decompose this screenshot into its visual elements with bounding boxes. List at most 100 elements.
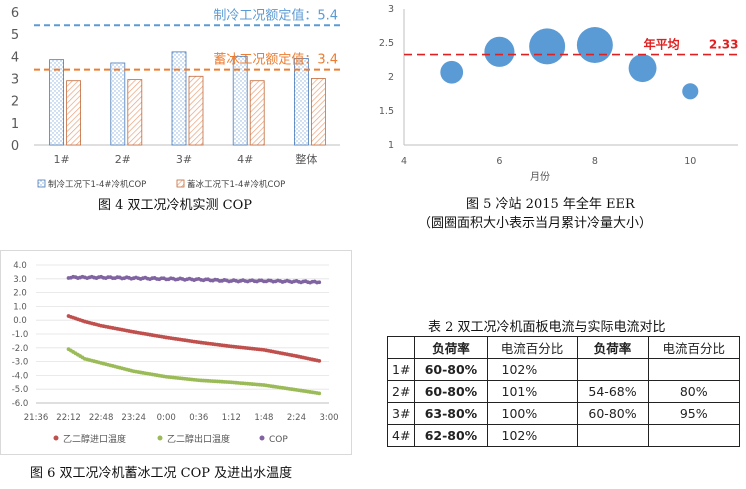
fig4-bar: [310, 78, 326, 146]
fig4-legend-swatch-cooling: [37, 179, 46, 188]
fig5-x-tick: 4: [401, 156, 407, 167]
table-cell: 1#: [386, 358, 416, 381]
fig6-x-tick: 22:48: [89, 413, 114, 423]
fig4-bar: [188, 75, 204, 146]
fig6-point: [317, 280, 322, 285]
fig4-y-tick: 5: [11, 28, 19, 43]
fig5-bubble: [682, 83, 699, 100]
fig6-y-tick: 1.0: [13, 302, 27, 312]
fig6-x-tick: 1:12: [222, 413, 241, 423]
fig6-series: [66, 314, 322, 363]
table-cell: 60-80%: [576, 402, 649, 425]
fig5-y-tick: 1.5: [379, 106, 394, 117]
fig6-caption: 图 6 双工况冷机蓄冰工况 COP 及进出水温度: [30, 466, 293, 481]
fig5-average-value: 2.33: [709, 38, 739, 52]
fig4-legend-swatch-ice: [176, 179, 185, 188]
fig4-legend-cooling: 制冷工况下1-4#冷机COP: [48, 179, 146, 190]
fig4-y-tick: 0: [11, 139, 19, 154]
fig4-x-tick: 整体: [295, 152, 317, 166]
fig6-y-tick: -4.0: [12, 371, 29, 381]
table-row: 1# 60-80% 102%: [386, 358, 741, 381]
fig4-bar: [171, 51, 187, 146]
table-cell: [647, 358, 741, 381]
table-header-cell: 负荷率: [414, 336, 488, 359]
table-cell: 63-80%: [414, 402, 488, 425]
fig6-legend-cop: COP: [269, 435, 288, 445]
table2-caption: 表 2 双工况冷机面板电流与实际电流对比: [428, 320, 666, 335]
comparison-table: 负荷率 电流百分比 负荷率 电流百分比 1# 60-80% 102% 2# 60-80% 101%…: [386, 336, 741, 447]
fig6-series: [66, 274, 322, 285]
fig6-legend-outlet: 乙二醇出口温度: [167, 433, 230, 445]
fig6-svg: 21:36 22:12 22:48 23:24 0:00 0:36 1:12 1:48 2:24…: [0, 250, 352, 455]
fig6-x-tick: 22:12: [56, 413, 81, 423]
fig4-y-tick: 3: [11, 73, 19, 88]
fig4-bar: [232, 55, 248, 146]
table-cell: 100%: [486, 402, 578, 425]
fig4-x-tick: 1#: [53, 153, 69, 166]
fig6-y-tick: -6.0: [12, 399, 29, 409]
fig6-y-tick: 3.0: [13, 275, 27, 285]
fig5-svg: 年平均 2.33 4 6 8 10 1 1.5 2 2.5 3 月份: [379, 4, 739, 183]
fig6-x-tick: 21:36: [24, 413, 49, 423]
table-header-cell: [386, 336, 416, 359]
fig5-bubble: [484, 36, 515, 67]
fig6-point: [317, 359, 322, 363]
fig6-y-tick: 0.0: [13, 316, 27, 326]
fig5-caption-line1: 图 5 冷站 2015 年全年 EER: [466, 197, 635, 212]
table-header-cell: 电流百分比: [647, 336, 741, 359]
table-cell: 4#: [386, 424, 416, 447]
table-row: 2# 60-80% 101% 54-68% 80%: [386, 380, 741, 403]
fig6-chart: 21:36 22:12 22:48 23:24 0:00 0:36 1:12 1:48 2:24…: [0, 250, 352, 455]
fig6-y-tick: -5.0: [12, 385, 29, 395]
fig4-y-tick: 4: [11, 50, 19, 65]
table-cell: 80%: [647, 380, 741, 403]
fig6-x-tick: 3:00: [319, 413, 338, 423]
fig4-legend-ice: 蓄冰工况下1-4#冷机COP: [187, 179, 285, 190]
fig6-y-tick: -3.0: [12, 358, 29, 368]
fig5-bubble: [628, 54, 657, 83]
fig6-legend-dot-cop: [259, 435, 265, 441]
fig6-x-tick: 0:36: [189, 413, 208, 423]
fig4-reference-label: 蓄冰工况额定值：3.4: [213, 52, 338, 68]
fig6-x-tick: 1:48: [254, 413, 273, 423]
fig5-xlabel: 月份: [530, 171, 550, 183]
fig4-x-tick: 2#: [115, 153, 131, 166]
fig4-bar: [49, 59, 64, 146]
fig6-y-tick: 2.0: [13, 289, 27, 299]
table-row: 3# 63-80% 100% 60-80% 95%: [386, 402, 741, 425]
fig5-y-tick: 3: [388, 4, 394, 15]
fig4-svg: 制冷工况额定值：5.4 蓄冰工况额定值：3.4 1# 2# 3# 4# 整体 0 1 2 3 4 5…: [11, 6, 340, 190]
fig6-legend-dot-inlet: [53, 435, 59, 441]
fig4-bar: [110, 62, 126, 146]
fig5-x-tick: 10: [684, 156, 696, 167]
table-cell: 3#: [386, 402, 416, 425]
fig6-y-tick: -1.0: [12, 330, 29, 340]
fig4-bar: [127, 79, 143, 146]
fig4-bar: [66, 80, 81, 146]
fig5-y-tick: 2.5: [379, 38, 394, 49]
fig5-y-tick: 1: [388, 140, 394, 151]
table-cell: 60-80%: [414, 380, 488, 403]
table-cell: [576, 358, 649, 381]
table-header-cell: 电流百分比: [486, 336, 578, 359]
fig4-x-tick: 3#: [176, 153, 192, 166]
table-cell: 101%: [486, 380, 578, 403]
fig6-y-tick: 4.0: [13, 261, 27, 271]
fig5-x-tick: 6: [496, 156, 502, 167]
table-cell: 2#: [386, 380, 416, 403]
fig5-caption-line2: （圆圈面积大小表示当月累计冷量大小）: [418, 216, 653, 231]
fig5-bubble: [440, 60, 464, 84]
fig4-bar: [293, 58, 309, 146]
fig4-chart: 制冷工况额定值：5.4 蓄冰工况额定值：3.4 1# 2# 3# 4# 整体 0 1 2 3 4 5…: [0, 0, 350, 196]
table-cell: 102%: [486, 424, 578, 447]
fig5-bubble: [529, 28, 566, 65]
table-cell: [576, 424, 649, 447]
fig5-average-label: 年平均: [644, 37, 680, 52]
fig4-x-tick: 4#: [237, 153, 253, 166]
fig4-y-tick: 1: [11, 117, 19, 132]
fig5-bubble: [576, 27, 613, 64]
table-cell: 102%: [486, 358, 578, 381]
table-cell: 54-68%: [576, 380, 649, 403]
fig5-chart: 年平均 2.33 4 6 8 10 1 1.5 2 2.5 3 月份: [360, 0, 746, 185]
fig5-x-tick: 8: [592, 156, 598, 167]
